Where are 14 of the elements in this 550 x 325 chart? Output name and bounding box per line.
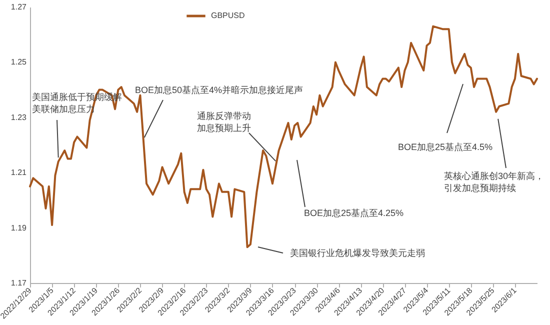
annotation: 美国银行业危机爆发导致美元走弱 [290, 248, 425, 258]
annotation: BOE加息25基点至4.5% [398, 142, 493, 152]
annotation: BOE加息50基点至4%并暗示加息接近尾声 [135, 85, 304, 95]
y-tick-label: 1.23 [10, 112, 28, 122]
y-tick-label: 1.21 [10, 168, 28, 178]
line-series [29, 25, 538, 248]
y-tick-label: 1.17 [10, 278, 28, 288]
annotation: 英核心通胀创30年新高，引发加息预期持续 [444, 171, 544, 193]
y-tick-label: 1.25 [10, 58, 28, 67]
y-tick-label: 1.27 [10, 2, 28, 12]
annotation: 通胀反弹带动加息预期上升 [197, 111, 251, 133]
legend-label: GBPUSD [211, 11, 246, 20]
annotation: BOE加息25基点至4.25% [304, 208, 404, 218]
y-tick-label: 1.19 [10, 223, 28, 232]
